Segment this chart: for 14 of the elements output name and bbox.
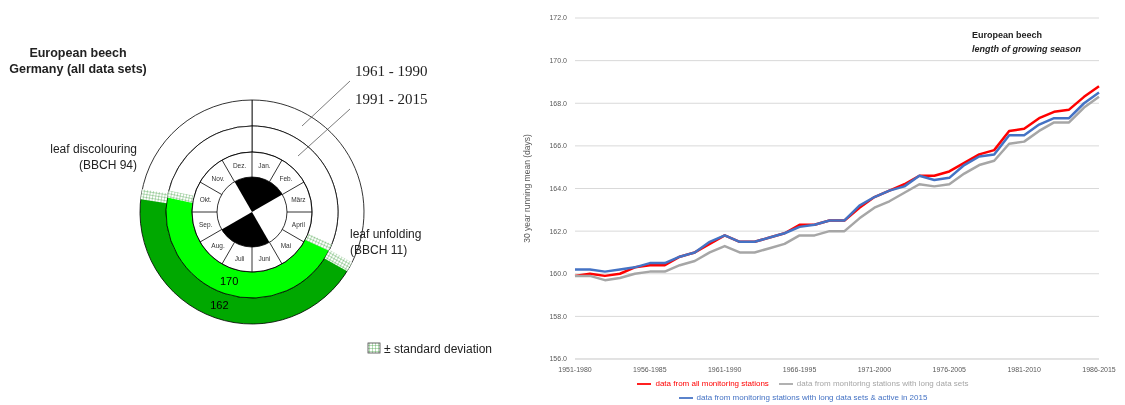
chart-title: European beech Germany (all data sets) bbox=[9, 46, 147, 76]
legend-label: data from all monitoring stations bbox=[655, 379, 769, 389]
text: European beech bbox=[972, 29, 1044, 42]
legend-label: data from monitoring stations with long data sets bbox=[796, 379, 969, 389]
legend-label: data from monitoring stations with long data sets & active in 2015 bbox=[696, 393, 928, 403]
text: leaf unfolding (BBCH 11) bbox=[350, 227, 422, 257]
text: leaf discolouring (BBCH 94) bbox=[50, 142, 137, 172]
data-label: 170 bbox=[219, 275, 239, 288]
data-label: 162 bbox=[210, 299, 229, 312]
slice-label: 1991 - 2015 bbox=[355, 91, 428, 107]
y-axis-title: 30 year running mean (days) bbox=[522, 134, 533, 243]
text: ± standard deviation bbox=[384, 342, 492, 356]
text: length of growing season bbox=[972, 43, 1082, 56]
slice-label: 1961 - 1990 bbox=[355, 63, 428, 79]
